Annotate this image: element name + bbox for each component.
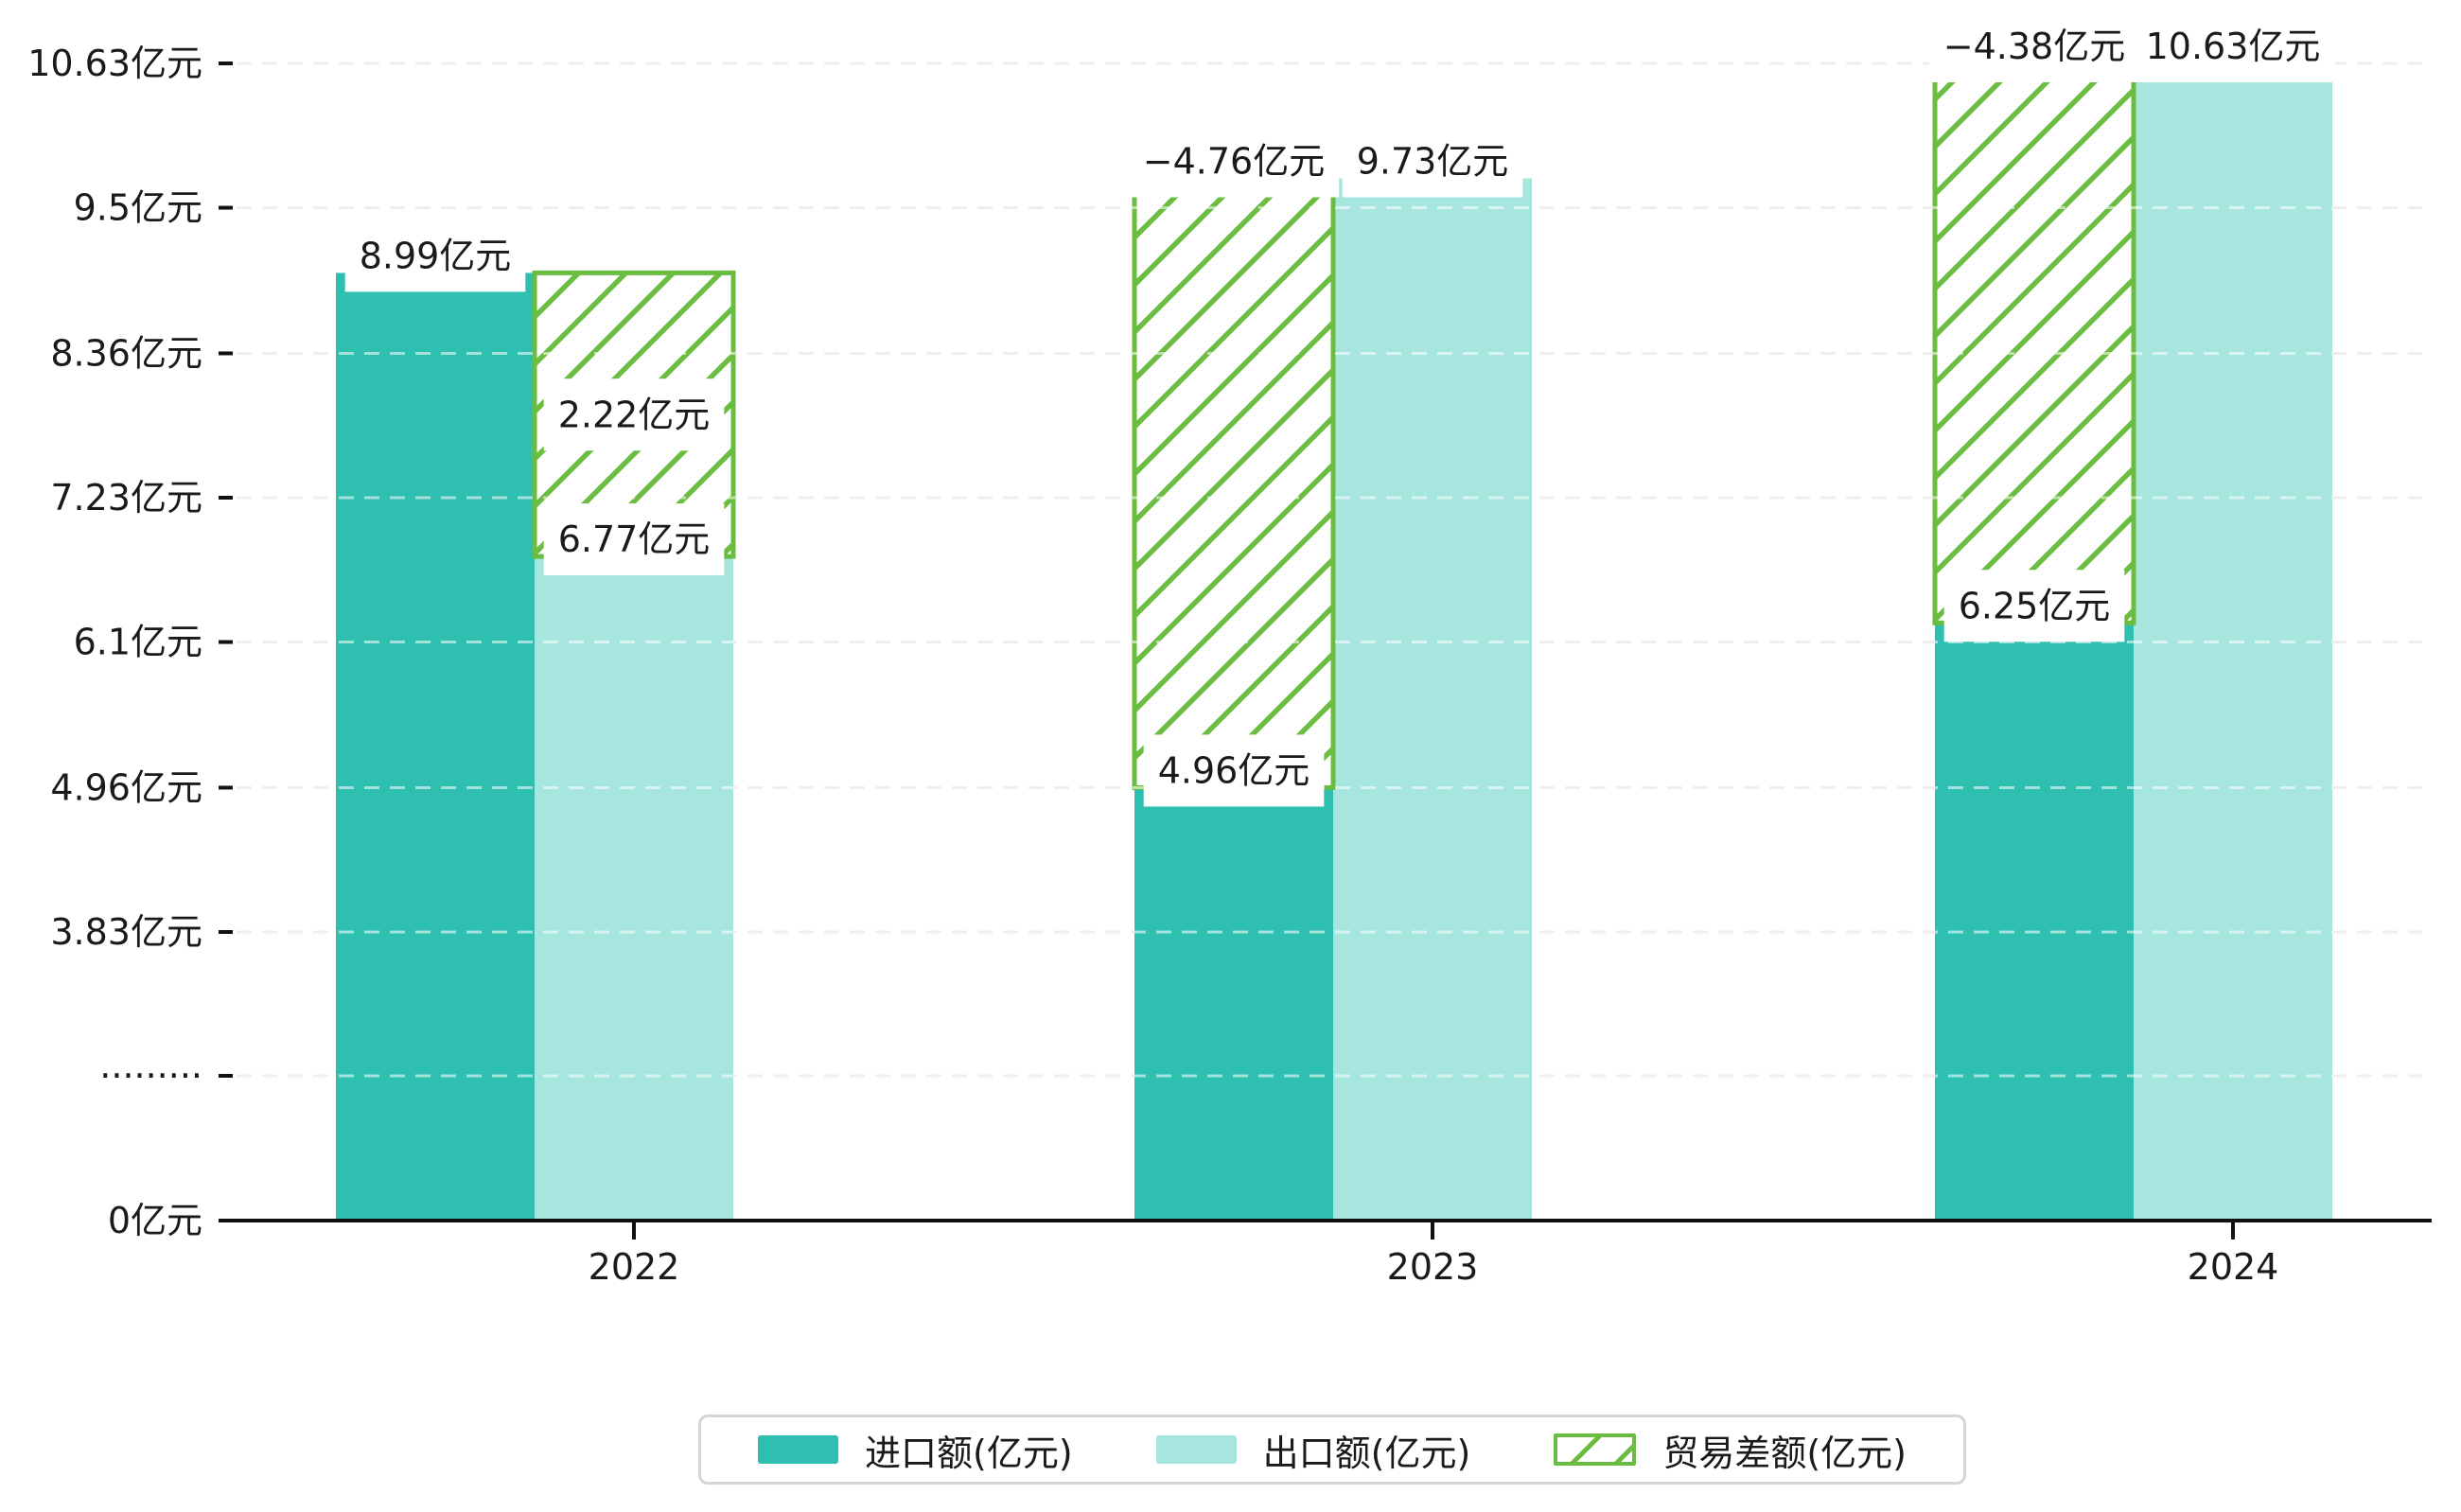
svg-text:6.77亿元: 6.77亿元 (558, 519, 711, 560)
bar-import-2023[interactable] (1134, 787, 1333, 1221)
legend-label-export: 出口额(亿元) (1262, 1432, 1471, 1474)
label-diff-2023: −4.76亿元 (1128, 125, 1340, 198)
bar-diff-2024[interactable] (1932, 61, 2136, 625)
x-tick-label-2022: 2022 (589, 1246, 680, 1288)
bar-import-2022[interactable] (336, 273, 535, 1221)
svg-text:9.73亿元: 9.73亿元 (1357, 141, 1509, 183)
y-tick (219, 930, 233, 934)
diff-hatch-swatch-icon (1554, 1433, 1637, 1466)
y-tick-label: 3.83亿元 (50, 911, 202, 953)
y-tick-label: 4.96亿元 (50, 766, 202, 808)
y-tick-label: 7.23亿元 (50, 477, 202, 519)
y-tick (219, 785, 233, 790)
svg-text:−4.38亿元: −4.38亿元 (1943, 26, 2125, 67)
y-tick (219, 205, 233, 210)
label-import-2024: 6.25亿元 (1943, 570, 2125, 642)
x-tick-2024 (2231, 1222, 2235, 1239)
y-tick (219, 640, 233, 644)
x-axis: 2022 2023 2024 (221, 1219, 2432, 1288)
y-tick-label: 6.1亿元 (74, 622, 202, 663)
label-export-2022: 6.77亿元 (543, 503, 725, 576)
bar-export-2023[interactable] (1333, 178, 1532, 1222)
value-labels-layer: 8.99亿元 6.77亿元 2.22亿元 4.96亿元 9.73亿元 −4.76亿元 6.2… (344, 10, 2335, 807)
y-tick (219, 62, 233, 65)
svg-text:6.25亿元: 6.25亿元 (1959, 585, 2111, 626)
label-diff-2024: −4.38亿元 (1928, 10, 2140, 82)
label-export-2023: 9.73亿元 (1342, 125, 1523, 198)
label-export-2024: 10.63亿元 (2131, 10, 2335, 82)
y-tick-label: 10.63亿元 (27, 43, 202, 84)
x-tick-2022 (632, 1222, 636, 1239)
svg-text:2.22亿元: 2.22亿元 (558, 394, 711, 435)
y-tick-label: 0亿元 (108, 1200, 202, 1241)
svg-text:8.99亿元: 8.99亿元 (360, 235, 512, 276)
y-tick (219, 351, 233, 356)
y-tick-label: 8.36亿元 (50, 332, 202, 374)
y-tick (219, 1219, 233, 1222)
x-axis-line (221, 1219, 2432, 1222)
export-swatch-icon (1155, 1435, 1237, 1464)
y-tick (219, 1074, 233, 1078)
legend-label-diff: 贸易差额(亿元) (1662, 1432, 1907, 1474)
y-tick (219, 496, 233, 500)
bar-diff-2023[interactable] (1132, 176, 1336, 790)
svg-text:10.63亿元: 10.63亿元 (2146, 26, 2321, 67)
svg-text:−4.76亿元: −4.76亿元 (1143, 141, 1325, 183)
x-tick-label-2024: 2024 (2188, 1246, 2279, 1288)
bar-export-2022[interactable] (535, 556, 733, 1221)
legend-item-diff[interactable]: 贸易差额(亿元) (1554, 1424, 1907, 1476)
x-tick-2023 (1431, 1222, 1434, 1239)
legend-item-export[interactable]: 出口额(亿元) (1155, 1424, 1471, 1476)
svg-text:4.96亿元: 4.96亿元 (1158, 749, 1310, 791)
legend-item-import[interactable]: 进口额(亿元) (758, 1424, 1073, 1476)
x-tick-label-2023: 2023 (1387, 1246, 1479, 1288)
label-import-2022: 8.99亿元 (344, 220, 526, 292)
label-diff-2022: 2.22亿元 (543, 378, 725, 451)
legend-label-import: 进口额(亿元) (865, 1432, 1073, 1474)
legend: 进口额(亿元) 出口额(亿元) 贸易差额(亿元) (698, 1415, 1966, 1485)
bar-import-2024[interactable] (1935, 623, 2134, 1221)
y-axis-break-label: ········· (99, 1055, 202, 1097)
label-import-2023: 4.96亿元 (1143, 734, 1325, 807)
y-axis: 0亿元 ········· 3.83亿元 4.96亿元 6.1亿元 7.23亿元 8.36亿… (27, 43, 233, 1241)
y-tick-label: 9.5亿元 (74, 187, 202, 229)
gridlines-overlay (237, 62, 2422, 1078)
import-swatch-icon (758, 1435, 839, 1464)
